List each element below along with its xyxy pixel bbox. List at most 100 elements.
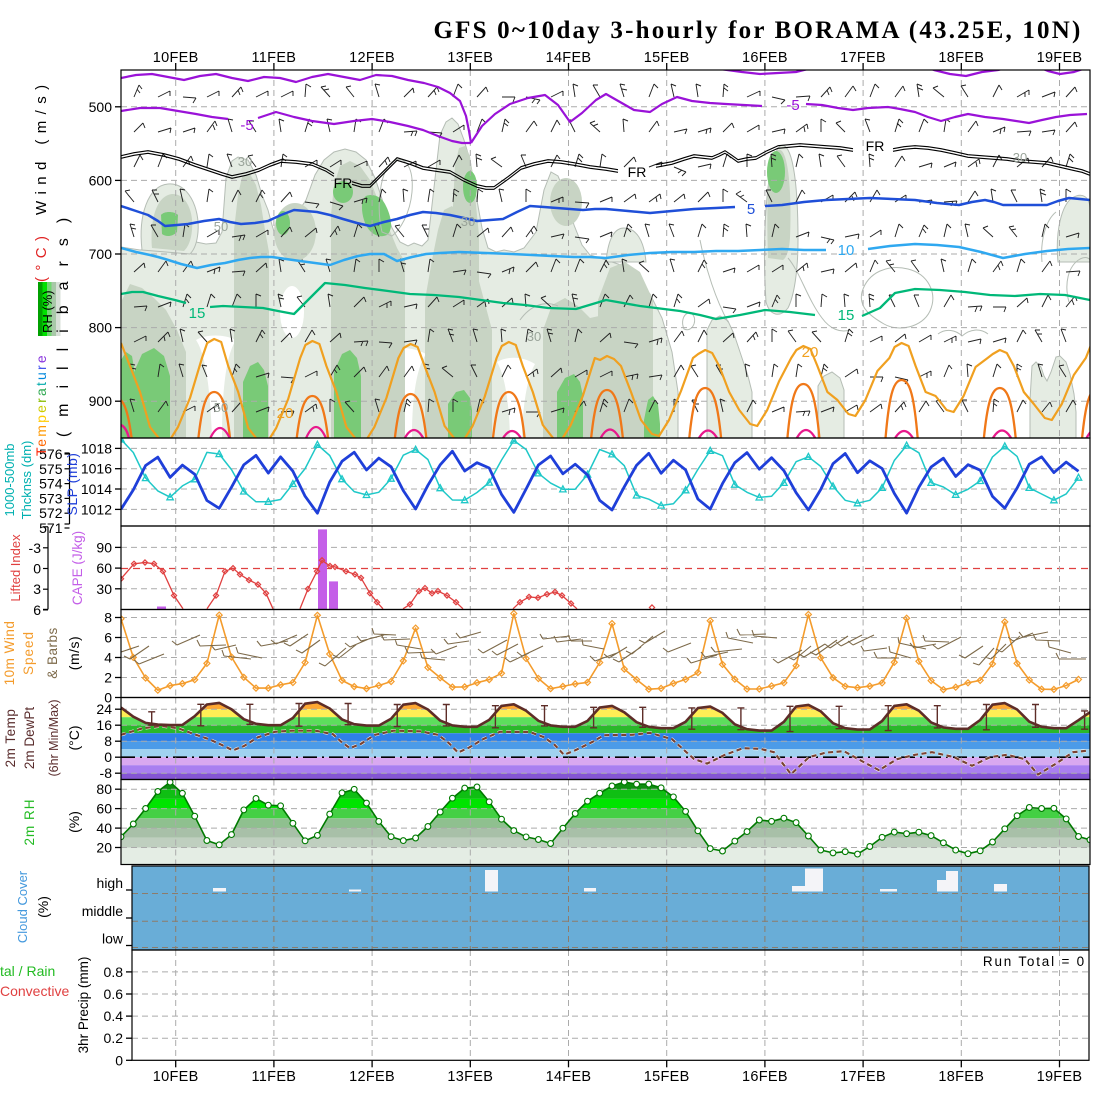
svg-text:600: 600	[89, 172, 113, 188]
svg-text:-5: -5	[786, 97, 799, 114]
svg-text:574: 574	[39, 476, 63, 492]
svg-text:-5: -5	[240, 117, 253, 134]
svg-text:RH (%): RH (%)	[40, 290, 55, 333]
svg-text:6: 6	[33, 602, 41, 618]
svg-text:(%): (%)	[35, 896, 51, 918]
svg-text:50: 50	[214, 400, 228, 415]
svg-text:30: 30	[527, 329, 541, 344]
svg-text:1014: 1014	[81, 481, 112, 497]
svg-text:576: 576	[39, 446, 63, 462]
svg-text:24: 24	[96, 701, 112, 717]
svg-text:-8: -8	[100, 765, 113, 781]
svg-text:575: 575	[39, 461, 63, 477]
svg-text:12FEB: 12FEB	[349, 50, 395, 66]
svg-text:low: low	[102, 931, 124, 947]
svg-text:10: 10	[838, 242, 855, 259]
svg-text:Cloud Cover: Cloud Cover	[15, 870, 30, 943]
svg-text:572: 572	[39, 505, 63, 521]
svg-text:13FEB: 13FEB	[447, 1069, 493, 1085]
svg-text:11FEB: 11FEB	[252, 50, 297, 66]
svg-text:5: 5	[747, 201, 755, 218]
svg-text:0: 0	[115, 1052, 123, 1068]
svg-text:15FEB: 15FEB	[644, 50, 690, 66]
svg-text:1016: 1016	[81, 461, 112, 477]
svg-text:& Barbs: & Barbs	[45, 627, 60, 679]
svg-text:0: 0	[33, 561, 41, 577]
svg-text:8: 8	[104, 733, 112, 749]
svg-text:1018: 1018	[81, 440, 112, 456]
svg-text:15: 15	[838, 307, 855, 324]
svg-text:18FEB: 18FEB	[938, 1069, 984, 1085]
svg-text:15: 15	[189, 305, 206, 322]
svg-text:8: 8	[104, 610, 112, 626]
svg-text:FR: FR	[866, 138, 885, 154]
svg-text:FR: FR	[628, 164, 647, 180]
svg-text:Thcknss (dm): Thcknss (dm)	[19, 441, 34, 520]
svg-text:-3: -3	[29, 540, 42, 556]
svg-text:3hr Precip (mm): 3hr Precip (mm)	[76, 957, 91, 1054]
svg-text:3: 3	[33, 581, 41, 597]
svg-text:Temperature: Temperature	[33, 353, 49, 456]
svg-text:20: 20	[96, 840, 112, 856]
svg-text:GFS 0~10day 3-hourly for BORAM: GFS 0~10day 3-hourly for BORAMA (43.25E,…	[433, 17, 1082, 44]
svg-text:17FEB: 17FEB	[840, 1069, 886, 1085]
svg-text:CAPE (J/kg): CAPE (J/kg)	[70, 531, 85, 605]
svg-text:4: 4	[104, 650, 112, 666]
svg-text:573: 573	[39, 490, 63, 506]
svg-text:10FEB: 10FEB	[153, 1069, 199, 1085]
svg-text:Convective: Convective	[0, 983, 69, 999]
svg-text:10m Wind: 10m Wind	[2, 621, 17, 686]
svg-text:1012: 1012	[81, 501, 112, 517]
svg-text:0.6: 0.6	[104, 986, 124, 1002]
svg-text:2m Temp: 2m Temp	[3, 709, 18, 768]
svg-text:80: 80	[96, 781, 112, 797]
svg-text:571: 571	[39, 520, 63, 536]
svg-text:15FEB: 15FEB	[644, 1069, 690, 1085]
svg-text:Lifted Index: Lifted Index	[8, 534, 23, 602]
svg-text:19FEB: 19FEB	[1037, 50, 1083, 66]
svg-text:500: 500	[89, 99, 113, 115]
svg-text:6: 6	[104, 630, 112, 646]
svg-text:(m/s): (m/s)	[66, 636, 82, 670]
svg-text:10FEB: 10FEB	[153, 50, 199, 66]
svg-text:2m DewPt: 2m DewPt	[22, 707, 37, 770]
svg-text:11FEB: 11FEB	[252, 1069, 297, 1085]
svg-text:0.4: 0.4	[104, 1008, 124, 1024]
svg-text:0: 0	[104, 749, 112, 765]
svg-text:12FEB: 12FEB	[349, 1069, 395, 1085]
svg-text:18FEB: 18FEB	[938, 50, 984, 66]
svg-text:30: 30	[238, 154, 252, 169]
svg-text:14FEB: 14FEB	[546, 50, 592, 66]
svg-text:20: 20	[277, 405, 294, 422]
svg-text:20: 20	[802, 344, 819, 361]
svg-text:high: high	[97, 875, 123, 891]
svg-text:1000-500mb: 1000-500mb	[2, 444, 17, 517]
svg-text:14FEB: 14FEB	[546, 1069, 592, 1085]
svg-text:50: 50	[214, 219, 228, 234]
svg-text:16: 16	[96, 717, 112, 733]
svg-text:900: 900	[89, 393, 113, 409]
svg-text:(millibars): (millibars)	[55, 203, 72, 437]
svg-text:(%): (%)	[66, 811, 82, 833]
svg-text:16FEB: 16FEB	[742, 50, 788, 66]
svg-text:2: 2	[104, 670, 112, 686]
svg-text:40: 40	[96, 820, 112, 836]
svg-text:2m RH: 2m RH	[22, 798, 37, 845]
svg-text:60: 60	[96, 801, 112, 817]
svg-text:13FEB: 13FEB	[447, 50, 493, 66]
svg-text:(°C): (°C)	[66, 725, 82, 750]
svg-text:800: 800	[89, 320, 113, 336]
svg-text:middle: middle	[82, 903, 123, 919]
svg-text:0: 0	[104, 690, 112, 706]
svg-text:60: 60	[96, 560, 112, 576]
svg-text:30: 30	[1013, 150, 1027, 165]
svg-text:Speed: Speed	[21, 631, 36, 675]
svg-text:(6hr Min/Max): (6hr Min/Max)	[47, 699, 61, 776]
svg-text:tal / Rain: tal / Rain	[0, 963, 55, 979]
svg-text:(°C): (°C)	[33, 230, 50, 282]
svg-text:SLP (mb): SLP (mb)	[64, 453, 80, 516]
svg-text:700: 700	[89, 246, 113, 262]
svg-text:FR: FR	[334, 175, 353, 191]
svg-text:0.2: 0.2	[104, 1030, 124, 1046]
svg-text:Run Total = 0: Run Total = 0	[983, 954, 1086, 969]
